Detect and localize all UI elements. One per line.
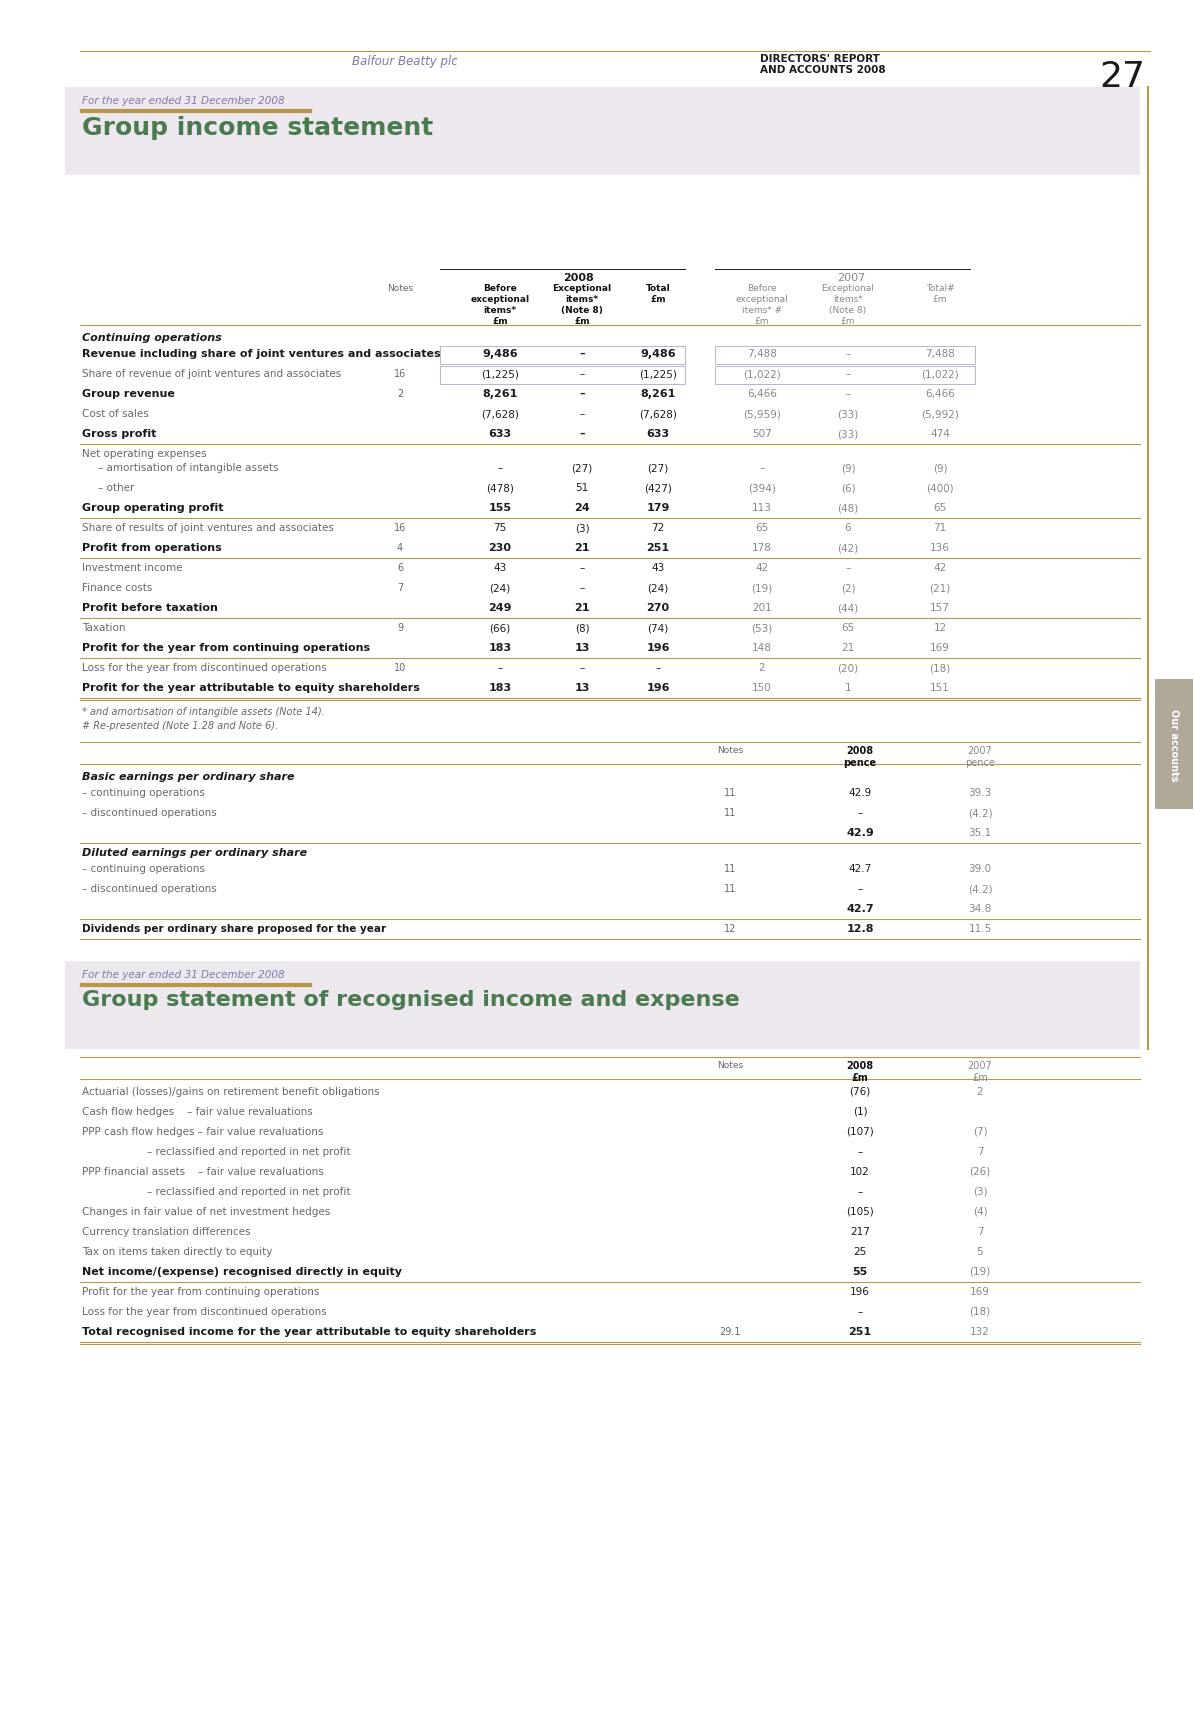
Text: Share of revenue of joint ventures and associates: Share of revenue of joint ventures and a…: [82, 369, 342, 379]
Text: 42.9: 42.9: [848, 788, 871, 797]
Text: (6): (6): [841, 483, 856, 492]
Text: PPP cash flow hedges – fair value revaluations: PPP cash flow hedges – fair value revalu…: [82, 1126, 324, 1136]
Text: –: –: [580, 582, 584, 592]
Text: –: –: [580, 369, 584, 379]
Text: Exceptional
items*
(Note 8)
£m: Exceptional items* (Note 8) £m: [821, 284, 875, 326]
Text: (24): (24): [648, 582, 669, 592]
Text: 1: 1: [845, 682, 851, 693]
Text: Group income statement: Group income statement: [82, 116, 434, 140]
Text: (107): (107): [846, 1126, 874, 1136]
Text: 11.5: 11.5: [968, 923, 992, 934]
Text: 25: 25: [853, 1247, 866, 1256]
Text: 102: 102: [850, 1166, 870, 1176]
Text: (427): (427): [644, 483, 672, 492]
Text: 72: 72: [651, 523, 664, 533]
Text: – continuing operations: – continuing operations: [82, 788, 204, 797]
Text: 196: 196: [646, 643, 669, 653]
Text: – amortisation of intangible assets: – amortisation of intangible assets: [98, 462, 278, 473]
Text: –: –: [759, 462, 765, 473]
Text: 251: 251: [646, 542, 669, 553]
Text: 12: 12: [724, 923, 736, 934]
Text: (4.2): (4.2): [968, 883, 992, 894]
Text: – discontinued operations: – discontinued operations: [82, 883, 216, 894]
Text: 6: 6: [845, 523, 851, 533]
Text: 21: 21: [841, 643, 854, 653]
Text: 474: 474: [930, 430, 950, 438]
Text: – discontinued operations: – discontinued operations: [82, 807, 216, 818]
Text: – other: – other: [98, 483, 134, 492]
Text: 7,488: 7,488: [925, 348, 955, 359]
Text: (9): (9): [932, 462, 948, 473]
Text: –: –: [580, 663, 584, 672]
Text: (3): (3): [973, 1186, 987, 1197]
Text: Currency translation differences: Currency translation differences: [82, 1226, 251, 1237]
Text: 29.1: 29.1: [719, 1327, 741, 1335]
Text: Actuarial (losses)/gains on retirement benefit obligations: Actuarial (losses)/gains on retirement b…: [82, 1086, 380, 1096]
Text: 6,466: 6,466: [925, 388, 955, 398]
Text: Profit for the year attributable to equity shareholders: Profit for the year attributable to equi…: [82, 682, 419, 693]
Bar: [715, 367, 975, 385]
Text: Share of results of joint ventures and associates: Share of results of joint ventures and a…: [82, 523, 333, 533]
Text: 169: 169: [930, 643, 950, 653]
Text: (478): (478): [486, 483, 514, 492]
Text: (7): (7): [973, 1126, 987, 1136]
Text: 8,261: 8,261: [483, 388, 517, 398]
Text: (76): (76): [850, 1086, 871, 1096]
Text: Basic earnings per ordinary share: Basic earnings per ordinary share: [82, 771, 294, 781]
Text: Gross profit: Gross profit: [82, 430, 157, 438]
Text: –: –: [580, 388, 584, 398]
Text: –: –: [857, 1147, 863, 1157]
Text: 2: 2: [759, 663, 765, 672]
Text: 21: 21: [575, 603, 590, 613]
Text: (8): (8): [575, 622, 589, 632]
Text: 55: 55: [852, 1266, 868, 1276]
Bar: [65, 88, 1140, 177]
Text: (53): (53): [752, 622, 773, 632]
Text: 2008: 2008: [564, 274, 594, 282]
Text: 113: 113: [752, 502, 772, 513]
Text: (66): (66): [490, 622, 510, 632]
Text: 633: 633: [646, 430, 669, 438]
Text: AND ACCOUNTS 2008: AND ACCOUNTS 2008: [760, 66, 885, 74]
Text: (48): (48): [838, 502, 859, 513]
Text: (9): (9): [841, 462, 856, 473]
Text: –: –: [580, 348, 584, 359]
Text: 178: 178: [752, 542, 772, 553]
Text: (18): (18): [969, 1306, 991, 1316]
Text: Revenue including share of joint ventures and associates: Revenue including share of joint venture…: [82, 348, 441, 359]
Text: 217: 217: [850, 1226, 870, 1237]
Text: 2008
£m: 2008 £m: [846, 1060, 874, 1082]
Text: (1,022): (1,022): [743, 369, 780, 379]
Text: (44): (44): [838, 603, 859, 613]
Text: (400): (400): [926, 483, 954, 492]
Text: 11: 11: [724, 864, 736, 873]
Text: 5: 5: [976, 1247, 983, 1256]
Text: 151: 151: [930, 682, 950, 693]
Text: 196: 196: [850, 1287, 870, 1296]
Text: 7: 7: [976, 1147, 983, 1157]
Text: Tax on items taken directly to equity: Tax on items taken directly to equity: [82, 1247, 272, 1256]
Text: 201: 201: [752, 603, 772, 613]
Text: 34.8: 34.8: [968, 904, 992, 913]
Text: (2): (2): [841, 582, 856, 592]
Text: Total recognised income for the year attributable to equity shareholders: Total recognised income for the year att…: [82, 1327, 537, 1335]
Text: 183: 183: [489, 682, 511, 693]
Text: * and amortisation of intangible assets (Note 14).: * and amortisation of intangible assets …: [82, 707, 325, 717]
Text: 42.7: 42.7: [846, 904, 874, 913]
Text: (7,628): (7,628): [482, 409, 519, 419]
Bar: [715, 346, 975, 365]
Text: –: –: [845, 388, 851, 398]
Text: 39.3: 39.3: [968, 788, 992, 797]
Text: 39.0: 39.0: [968, 864, 992, 873]
Text: 24: 24: [574, 502, 590, 513]
Text: (5,992): (5,992): [921, 409, 958, 419]
Text: 65: 65: [755, 523, 768, 533]
Text: Cost of sales: Cost of sales: [82, 409, 148, 419]
Text: (24): (24): [490, 582, 510, 592]
Text: – reclassified and reported in net profit: – reclassified and reported in net profi…: [82, 1186, 350, 1197]
Text: (19): (19): [752, 582, 773, 592]
Text: (21): (21): [930, 582, 951, 592]
Text: 13: 13: [575, 643, 589, 653]
Text: Notes: Notes: [387, 284, 413, 293]
Text: (4): (4): [973, 1205, 987, 1216]
